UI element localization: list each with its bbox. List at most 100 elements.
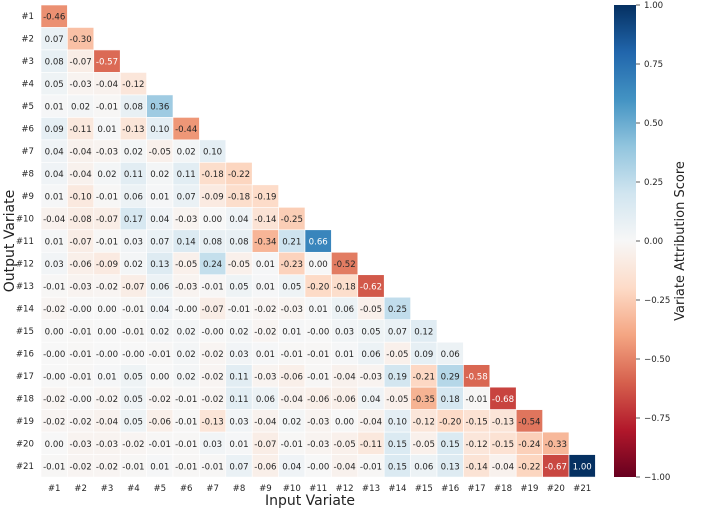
cell-value-label: 0.08	[229, 238, 248, 248]
cell-value-label: 0.36	[150, 103, 169, 113]
cell-value-label: -0.24	[518, 440, 540, 450]
cell-value-label: -0.02	[96, 462, 118, 472]
colorbar-tick-label: 0.50	[644, 119, 663, 129]
cell-value-label: 0.12	[414, 327, 433, 337]
cell-value-label: 0.01	[45, 193, 64, 203]
cell-value-label: 0.02	[150, 327, 169, 337]
cell-value-label: -0.07	[69, 238, 91, 248]
cell-value-label: 0.05	[361, 327, 380, 337]
cell-value-label: -0.12	[465, 440, 487, 450]
colorbar-tick-label: −0.75	[644, 414, 670, 424]
cell-value-label: -0.54	[518, 417, 540, 427]
cell-value-label: -0.01	[175, 440, 197, 450]
cell-value-label: -0.67	[545, 462, 567, 472]
cell-value-label: 0.04	[282, 462, 301, 472]
cell-value-label: 0.06	[256, 395, 275, 405]
cell-value-label: -0.03	[307, 417, 329, 427]
cell-value-label: 0.13	[150, 260, 169, 270]
cell-value-label: -0.04	[281, 395, 303, 405]
colorbar-tick-label: −0.25	[644, 296, 670, 306]
cell-value-label: -0.02	[96, 395, 118, 405]
cell-value-label: 0.00	[203, 215, 222, 225]
cell-value-label: -0.02	[43, 395, 65, 405]
cell-value-label: -0.02	[201, 350, 223, 360]
cell-value-label: -0.01	[96, 238, 118, 248]
cell-value-label: -0.01	[307, 372, 329, 382]
cell-value-label: -0.05	[386, 395, 408, 405]
column-tick-label: #7	[206, 484, 219, 494]
cell-value-label: 0.02	[124, 260, 143, 270]
cell-value-label: -0.23	[281, 260, 303, 270]
cell-value-label: -0.20	[307, 283, 329, 293]
column-tick-label: #18	[494, 484, 512, 494]
heatmap-cells: -0.46 0.07 -0.30 0.08 -0.07 -0.57 0.05 -0.03 -0.…	[40, 4, 596, 478]
cell-value-label: 0.06	[124, 193, 143, 203]
column-tick-label: #16	[441, 484, 459, 494]
cell-value-label: -0.44	[175, 125, 197, 135]
cell-value-label: -0.34	[254, 238, 276, 248]
cell-value-label: 0.02	[177, 350, 196, 360]
cell-value-label: -0.20	[439, 417, 461, 427]
column-tick-label: #21	[573, 484, 591, 494]
cell-value-label: -0.07	[69, 58, 91, 68]
cell-value-label: -0.01	[175, 395, 197, 405]
row-tick-label: #5	[21, 102, 34, 112]
cell-value-label: -0.04	[492, 462, 514, 472]
cell-value-label: -0.05	[360, 305, 382, 315]
cell-value-label: 0.09	[414, 350, 433, 360]
colorbar-ticks: 1.00 0.75 0.50 0.25 0.00 −0.25 −0.50 −0.75 −1.00	[636, 1, 670, 483]
cell-value-label: -0.00	[175, 305, 197, 315]
cell-value-label: -0.12	[413, 417, 435, 427]
cell-value-label: -0.18	[201, 170, 223, 180]
cell-value-label: -0.09	[96, 260, 118, 270]
cell-value-label: -0.01	[69, 350, 91, 360]
column-tick-label: #9	[259, 484, 272, 494]
cell-value-label: -0.07	[122, 283, 144, 293]
cell-value-label: -0.01	[69, 372, 91, 382]
cell-value-label: -0.07	[201, 305, 223, 315]
cell-value-label: -0.13	[201, 417, 223, 427]
cell-value-label: -0.13	[122, 125, 144, 135]
cell-value-label: 0.07	[150, 238, 169, 248]
row-tick-label: #11	[16, 237, 34, 247]
cell-value-label: 0.11	[124, 170, 143, 180]
cell-value-label: 0.08	[124, 103, 143, 113]
cell-value-label: 1.00	[573, 462, 592, 472]
cell-value-label: -0.03	[96, 440, 118, 450]
cell-value-label: -0.09	[201, 193, 223, 203]
cell-value-label: 0.21	[282, 238, 301, 248]
row-tick-labels: #1 #2 #3 #4 #5 #6 #7 #8 #9 #10 #11 #12 #13 #14 #15 #16 #…	[16, 12, 34, 472]
cell-value-label: 0.03	[335, 327, 354, 337]
cell-value-label: 0.01	[97, 372, 116, 382]
cell-value-label: -0.52	[333, 260, 355, 270]
cell-value-label: -0.04	[96, 417, 118, 427]
cell-value-label: 0.13	[441, 462, 460, 472]
column-tick-labels: #1 #2 #3 #4 #5 #6 #7 #8 #9 #10 #11 #12 #13 #14 #15 #16 #…	[48, 484, 591, 494]
cell-value-label: -0.02	[201, 372, 223, 382]
cell-value-label: -0.03	[69, 283, 91, 293]
cell-value-label: -0.03	[254, 372, 276, 382]
row-tick-label: #9	[21, 192, 34, 202]
cell-value-label: -0.14	[254, 215, 276, 225]
cell-value-label: -0.30	[69, 35, 91, 45]
cell-value-label: 0.05	[124, 395, 143, 405]
cell-value-label: -0.01	[201, 283, 223, 293]
cell-value-label: -0.02	[201, 395, 223, 405]
cell-value-label: -0.03	[281, 305, 303, 315]
row-tick-label: #8	[21, 170, 34, 180]
cell-value-label: 0.04	[45, 170, 64, 180]
cell-value-label: -0.00	[307, 327, 329, 337]
row-tick-label: #15	[16, 327, 34, 337]
cell-value-label: 0.02	[150, 170, 169, 180]
row-tick-label: #19	[16, 417, 34, 427]
cell-value-label: -0.18	[228, 193, 250, 203]
cell-value-label: 0.02	[229, 327, 248, 337]
cell-value-label: -0.02	[149, 395, 171, 405]
colorbar-tick-label: 0.25	[644, 178, 663, 188]
cell-value-label: 0.04	[361, 395, 380, 405]
cell-value-label: 0.11	[177, 170, 196, 180]
cell-value-label: 0.02	[282, 417, 301, 427]
cell-value-label: -0.06	[254, 462, 276, 472]
cell-value-label: -0.21	[413, 372, 435, 382]
